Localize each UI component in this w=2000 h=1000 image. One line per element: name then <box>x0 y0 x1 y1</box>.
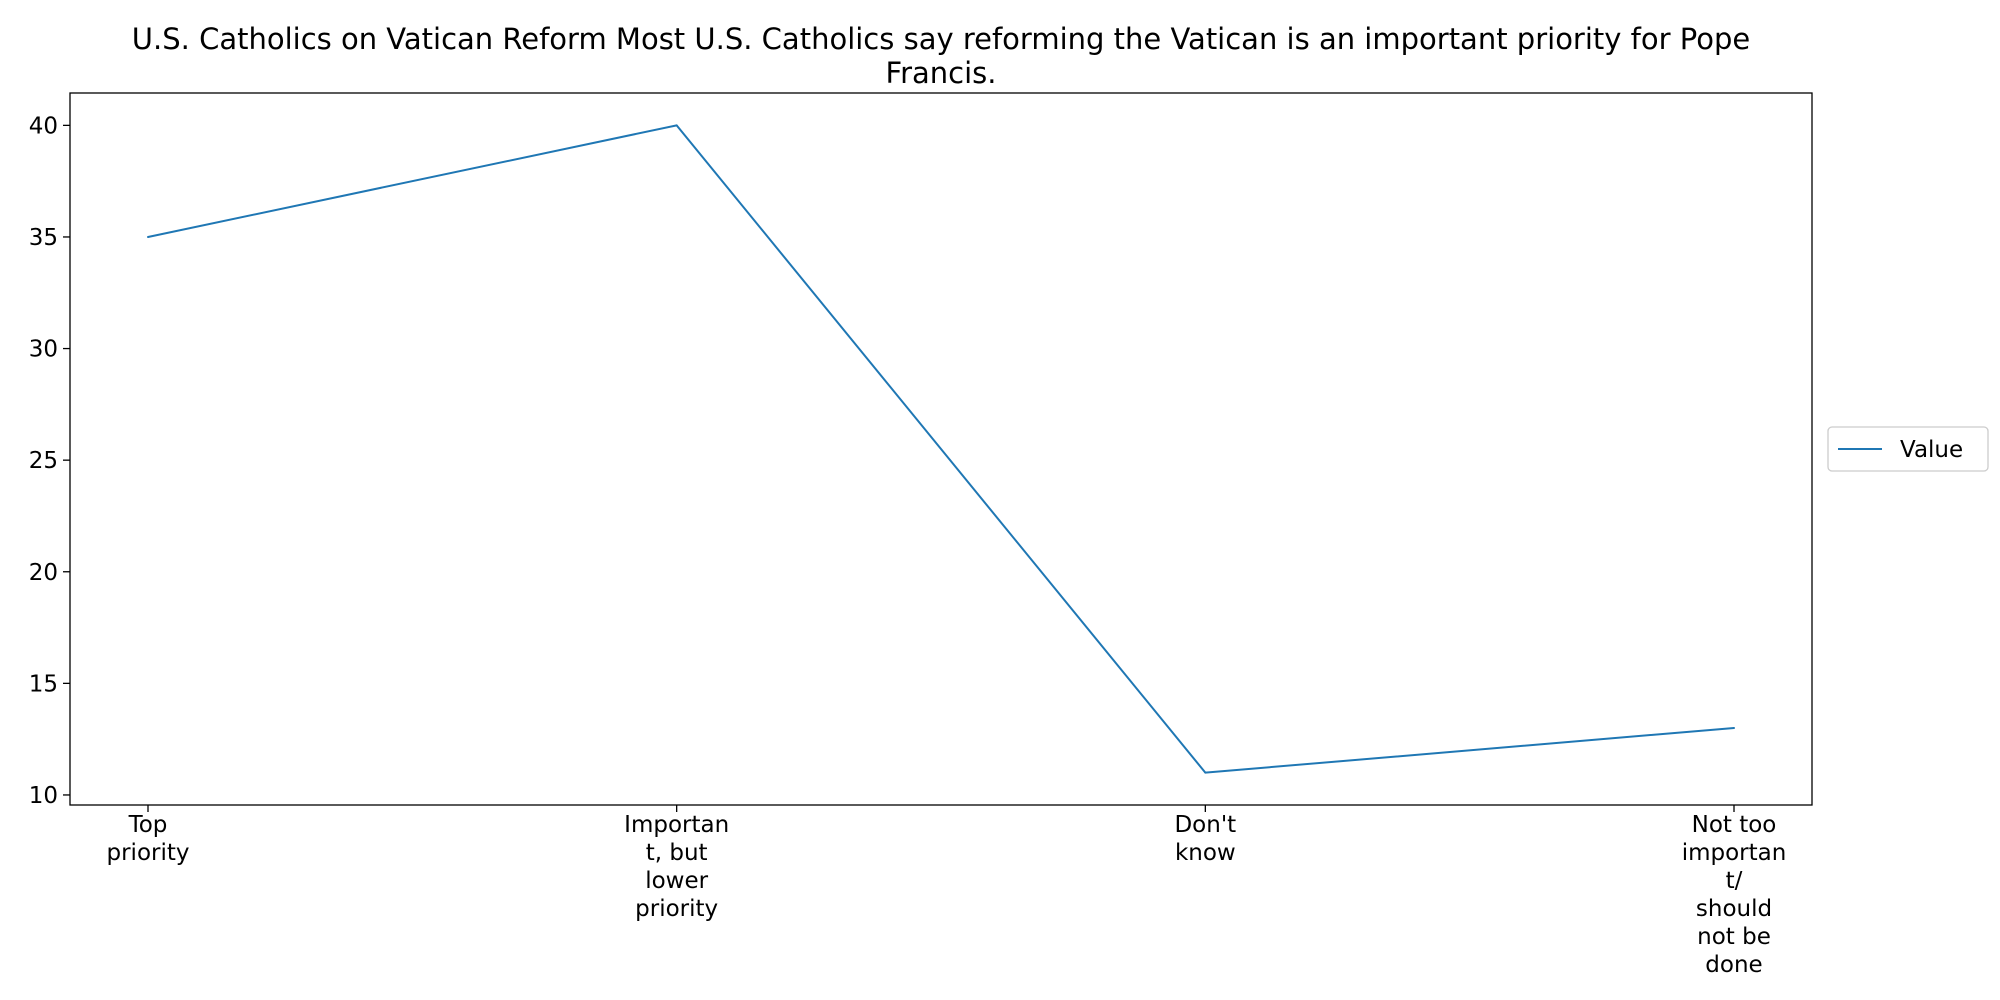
y-tick-label: 40 <box>29 113 58 139</box>
x-tick-label: know <box>1175 840 1236 866</box>
data-point <box>1733 726 1735 729</box>
x-tick-label: done <box>1705 952 1762 978</box>
series-line <box>147 124 1735 774</box>
y-tick-label: 20 <box>29 560 58 586</box>
data-point <box>147 235 149 238</box>
legend: Value <box>1827 426 1989 472</box>
x-tick-label: Importan <box>624 812 729 838</box>
x-tick-label: priority <box>107 840 190 866</box>
chart-title-line: Francis. <box>886 56 997 90</box>
x-tick-label: Don't <box>1174 812 1236 838</box>
x-tick-label: priority <box>635 896 718 922</box>
y-tick-label: 35 <box>29 225 58 251</box>
data-point <box>675 124 678 127</box>
x-tick-label: Not too <box>1692 812 1777 838</box>
plot-area <box>69 92 1813 806</box>
x-tick-label: not be <box>1697 924 1771 950</box>
x-tick-label: Top <box>128 812 168 838</box>
y-tick-label: 10 <box>29 783 58 809</box>
x-tick-label: t/ <box>1726 868 1743 894</box>
y-axis: 10 15 20 25 30 35 40 <box>29 113 70 809</box>
x-tick-label: lower <box>645 868 708 894</box>
x-tick-label: should <box>1696 896 1772 922</box>
y-tick-label: 15 <box>29 671 58 697</box>
x-tick-label: importan <box>1682 840 1787 866</box>
y-tick-label: 30 <box>29 337 58 363</box>
legend-box <box>1827 426 1989 472</box>
y-tick-label: 25 <box>29 448 58 474</box>
x-tick-label: t, but <box>646 840 708 866</box>
series-lines <box>147 124 1735 774</box>
chart-title-line: U.S. Catholics on Vatican Reform Most U.… <box>132 22 1750 56</box>
chart-title: U.S. Catholics on Vatican Reform Most U.… <box>132 22 1750 90</box>
legend-label: Value <box>1900 437 1963 463</box>
data-point <box>1204 771 1207 774</box>
